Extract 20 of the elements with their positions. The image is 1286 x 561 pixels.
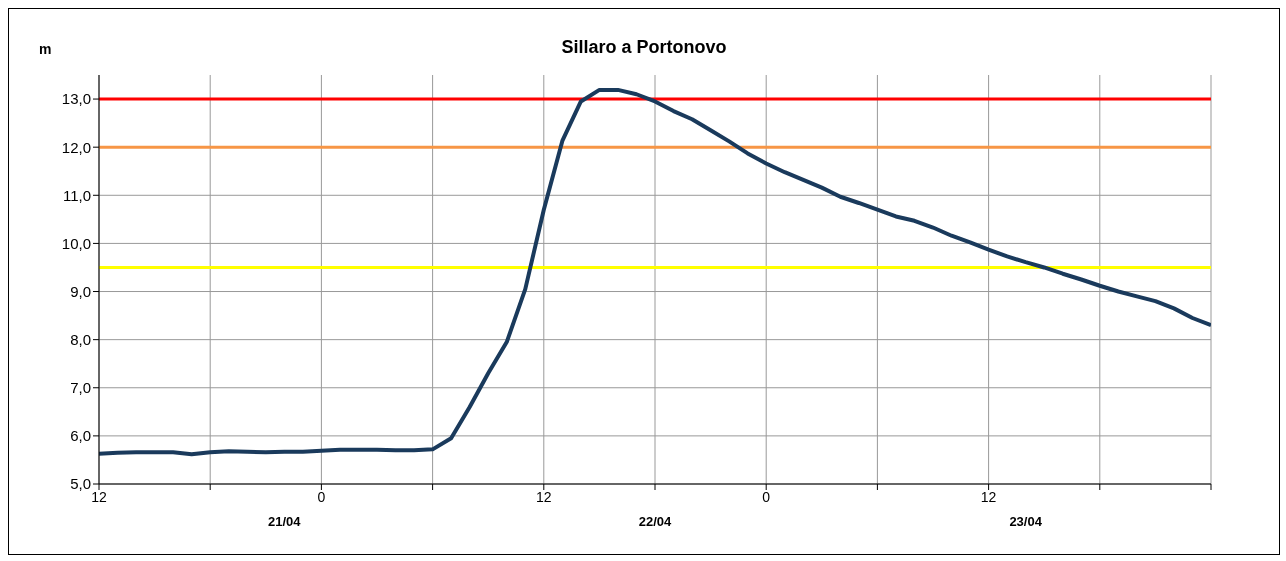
x-tick-label: 0 (762, 488, 771, 505)
y-tick-label: 7,0 (70, 379, 91, 397)
y-tick-label: 6,0 (70, 427, 91, 445)
x-tick-label: 12 (536, 488, 552, 505)
x-tick-label: 12 (980, 488, 997, 505)
line-series (99, 87, 1211, 457)
text: 22/04 (637, 514, 673, 529)
y-tick-label: 8,0 (70, 330, 91, 348)
x-tick-label: 0 (317, 488, 326, 505)
y-tick-label: 13,0 (61, 90, 91, 108)
x-tick-label: 12 (91, 488, 107, 505)
y-tick-label: 10,0 (61, 234, 91, 252)
y-tick-label: 5,0 (70, 475, 91, 493)
text: 21/04 (267, 514, 302, 529)
y-tick-label: 11,0 (62, 186, 91, 204)
text: 23/04 (1008, 514, 1043, 529)
y-tick-label: 9,0 (70, 282, 91, 300)
y-axis-title: m (39, 41, 52, 57)
y-tick-label: 12,0 (61, 138, 91, 156)
chart-title: Sillaro a Portonovo (561, 37, 727, 57)
